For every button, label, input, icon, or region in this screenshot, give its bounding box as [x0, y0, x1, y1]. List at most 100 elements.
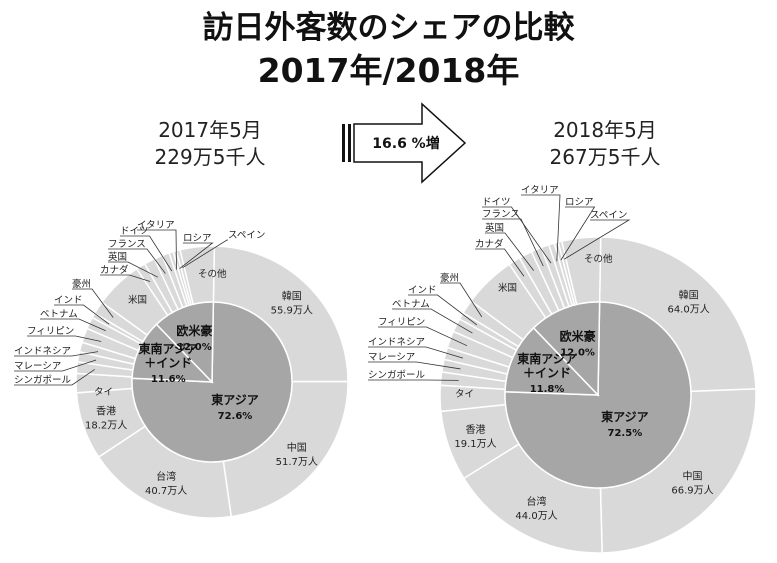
- inner-slice-欧米豪: [532, 301, 601, 397]
- outer-value-台湾: 44.0万人: [515, 510, 557, 522]
- leader-line-イタリア: [521, 194, 561, 262]
- inner-label-東南アジア-plusインド: ＋インド: [523, 366, 571, 380]
- outer-label-インド: インド: [408, 285, 437, 296]
- outer-label-フランス: フランス: [108, 239, 146, 250]
- leader-line-ベトナム: [40, 318, 106, 332]
- inner-label-東南アジア-plusインド: 東南アジア: [139, 341, 199, 356]
- inner-slice-東南アジア-plusインド: [504, 326, 600, 396]
- inner-pct-欧米豪: 12.0%: [560, 348, 595, 359]
- period-2018-month: 2018年5月: [553, 118, 657, 142]
- outer-label-シンガポール: シンガポール: [14, 375, 72, 386]
- leader-line-フィリピン: [378, 326, 468, 347]
- outer-label-インドネシア: インドネシア: [14, 346, 71, 357]
- leader-line-インドネシア: [14, 351, 99, 357]
- inner-pct-東アジア: 72.6%: [218, 411, 253, 422]
- outer-label-英国: 英国: [108, 251, 127, 263]
- outer-label-ドイツ: ドイツ: [120, 226, 149, 237]
- leader-line-カナダ: [475, 248, 525, 277]
- outer-label-フランス: フランス: [482, 209, 520, 220]
- outer-label-香港: 香港: [465, 424, 485, 436]
- leader-line-フィリピン: [27, 335, 102, 342]
- outer-label-豪州: 豪州: [72, 278, 91, 290]
- outer-label-インドネシア: インドネシア: [368, 337, 425, 348]
- outer-label-米国: 米国: [498, 282, 517, 294]
- outer-label-ドイツ: ドイツ: [482, 197, 511, 208]
- growth-label: 16.6 %増: [372, 135, 439, 152]
- outer-label-マレーシア: マレーシア: [14, 361, 61, 372]
- leader-line-ロシア: [560, 206, 596, 261]
- inner-slice-欧米豪: [155, 301, 215, 384]
- outer-label-その他: その他: [584, 253, 613, 265]
- outer-label-韓国: 韓国: [679, 289, 699, 301]
- outer-label-タイ: タイ: [94, 387, 113, 398]
- outer-value-中国: 66.9万人: [671, 485, 713, 497]
- outer-label-香港: 香港: [96, 406, 116, 418]
- growth-arrow: 16.6 %増: [342, 102, 467, 184]
- page-title: 訪日外客数のシェアの比較: [202, 10, 575, 46]
- leader-line-カナダ: [100, 274, 151, 282]
- leader-line-ロシア: [179, 242, 214, 269]
- inner-label-東アジア: 東アジア: [211, 392, 259, 407]
- donut-2018: 東アジア 72.5% 東南アジア＋インド 11.8% 欧米豪 12.0% 韓国 64.0万人中…: [368, 185, 757, 554]
- inner-label-欧米豪: 欧米豪: [176, 323, 212, 338]
- period-2018: 2018年5月 267万5千人: [525, 117, 685, 171]
- outer-label-ロシア: ロシア: [565, 197, 594, 208]
- outer-label-米国: 米国: [128, 294, 147, 306]
- leader-line-マレーシア: [368, 361, 461, 370]
- leader-line-インド: [54, 304, 110, 325]
- outer-label-タイ: タイ: [455, 389, 474, 400]
- leader-line-英国: [485, 232, 535, 271]
- leader-line-英国: [108, 261, 158, 278]
- inner-slice-東南アジア-plusインド: [131, 323, 214, 383]
- outer-label-ロシア: ロシア: [183, 233, 212, 244]
- outer-label-韓国: 韓国: [282, 290, 302, 302]
- outer-label-中国: 中国: [287, 441, 307, 454]
- outer-label-フィリピン: フィリピン: [378, 317, 425, 328]
- outer-label-英国: 英国: [485, 222, 504, 234]
- period-2018-total: 267万5千人: [549, 145, 661, 169]
- outer-label-イタリア: イタリア: [521, 185, 559, 196]
- outer-label-台湾: 台湾: [156, 470, 176, 483]
- leader-line-インドネシア: [368, 346, 464, 359]
- outer-label-カナダ: カナダ: [100, 264, 129, 276]
- period-2017-month: 2017年5月: [158, 118, 262, 142]
- donut-2017: 東アジア 72.6% 東南アジア＋インド 11.6% 欧米豪 12.0% 韓国 55.9万人中…: [14, 220, 349, 519]
- outer-value-中国: 51.7万人: [276, 456, 318, 468]
- leader-line-フランス: [482, 218, 544, 267]
- period-2017: 2017年5月 229万5千人: [130, 117, 290, 171]
- leader-line-ドイツ: [120, 235, 173, 272]
- outer-label-豪州: 豪州: [440, 272, 459, 284]
- outer-label-スペイン: スペイン: [590, 210, 627, 221]
- leader-line-マレーシア: [14, 359, 97, 372]
- outer-label-シンガポール: シンガポール: [368, 370, 426, 381]
- leader-line-インド: [408, 294, 478, 326]
- outer-label-イタリア: イタリア: [137, 220, 175, 231]
- leader-line-豪州: [72, 288, 114, 318]
- period-2017-total: 229万5千人: [154, 145, 266, 169]
- leader-line-豪州: [440, 282, 483, 318]
- outer-label-ベトナム: ベトナム: [392, 299, 430, 310]
- outer-value-韓国: 55.9万人: [271, 304, 313, 316]
- outer-label-カナダ: カナダ: [475, 238, 504, 250]
- leader-line-ベトナム: [392, 308, 473, 334]
- inner-pct-欧米豪: 12.0%: [177, 342, 212, 353]
- outer-label-ベトナム: ベトナム: [40, 309, 78, 320]
- inner-pct-東南アジア-plusインド: 11.6%: [151, 374, 186, 385]
- inner-pct-東アジア: 72.5%: [608, 428, 643, 439]
- outer-value-香港: 19.1万人: [454, 438, 496, 450]
- outer-value-香港: 18.2万人: [85, 420, 127, 432]
- outer-label-台湾: 台湾: [527, 495, 547, 508]
- outer-label-マレーシア: マレーシア: [368, 352, 415, 363]
- leader-line-ドイツ: [482, 206, 552, 264]
- inner-label-欧米豪: 欧米豪: [560, 329, 596, 344]
- outer-value-韓国: 64.0万人: [667, 303, 709, 315]
- leader-line-スペイン: [564, 219, 631, 260]
- outer-label-フィリピン: フィリピン: [27, 326, 74, 337]
- leader-line-スペイン: [182, 239, 228, 269]
- outer-label-スペイン: スペイン: [228, 230, 265, 241]
- leader-line-フランス: [108, 248, 166, 274]
- outer-value-台湾: 40.7万人: [145, 485, 187, 497]
- page-subtitle: 2017年/2018年: [257, 51, 520, 90]
- leader-line-イタリア: [137, 229, 177, 270]
